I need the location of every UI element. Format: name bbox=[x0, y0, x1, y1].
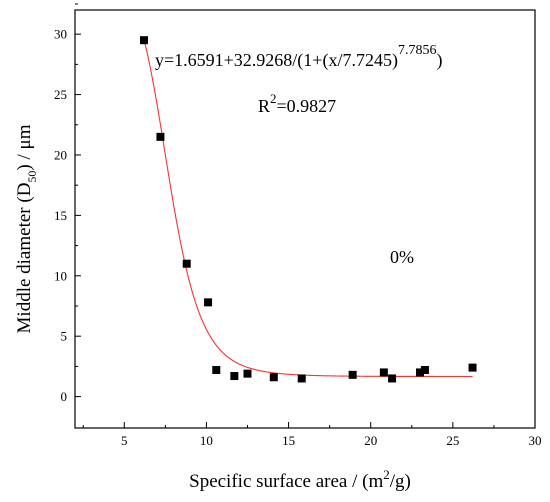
data-point bbox=[182, 259, 191, 268]
data-point bbox=[388, 374, 397, 383]
x-tick-label: 25 bbox=[446, 433, 459, 448]
y-axis-title-sub: 50 bbox=[25, 171, 39, 183]
x-tick-label: 30 bbox=[529, 433, 542, 448]
data-point bbox=[348, 370, 357, 379]
data-point bbox=[297, 374, 306, 383]
data-point bbox=[230, 372, 239, 381]
y-axis-title-tail: ) / μm bbox=[14, 124, 35, 170]
y-axis-ticks: 0 5 10 15 20 25 30 bbox=[54, 3, 81, 404]
plot-frame bbox=[74, 9, 536, 429]
r-squared-prefix: R bbox=[258, 96, 270, 116]
condition-label: 0% bbox=[390, 247, 414, 267]
fit-equation-tail: ) bbox=[436, 50, 442, 71]
fit-equation: y=1.6591+32.9268/(1+(x/7.7245)7.7856) bbox=[155, 43, 442, 71]
data-point bbox=[204, 298, 213, 307]
data-point bbox=[140, 36, 148, 45]
y-tick-label: 10 bbox=[54, 268, 67, 283]
y-tick-label: 5 bbox=[61, 329, 68, 344]
data-point bbox=[379, 368, 388, 377]
data-point bbox=[243, 369, 252, 378]
y-axis-title: Middle diameter (D50) / μm bbox=[14, 124, 39, 333]
fit-equation-exponent: 7.7856 bbox=[398, 43, 437, 58]
data-point bbox=[156, 132, 165, 141]
fit-curve bbox=[143, 39, 473, 378]
x-tick-label: 5 bbox=[121, 433, 128, 448]
data-point bbox=[420, 366, 429, 375]
r-squared: R2=0.9827 bbox=[258, 91, 336, 116]
x-axis-title-main: Specific surface area / (m bbox=[189, 471, 383, 492]
y-tick-label: 30 bbox=[54, 27, 67, 42]
data-point bbox=[468, 363, 477, 372]
fit-equation-main: y=1.6591+32.9268/(1+(x/7.7245) bbox=[155, 50, 398, 71]
x-axis-ticks: 5 10 15 20 25 30 bbox=[82, 422, 542, 448]
x-axis-title: Specific surface area / (m2/g) bbox=[189, 467, 411, 492]
y-tick-label: 20 bbox=[54, 147, 67, 162]
x-axis-title-tail: /g) bbox=[390, 471, 411, 492]
data-point bbox=[269, 373, 278, 382]
data-points bbox=[140, 36, 477, 383]
r-squared-value: =0.9827 bbox=[277, 96, 337, 116]
x-tick-label: 15 bbox=[282, 433, 295, 448]
x-tick-label: 20 bbox=[364, 433, 377, 448]
data-point bbox=[212, 366, 221, 375]
data-point bbox=[416, 368, 424, 377]
y-tick-label: 15 bbox=[54, 208, 67, 223]
x-tick-label: 10 bbox=[200, 433, 213, 448]
y-tick-label: 25 bbox=[54, 87, 67, 102]
y-tick-label: 0 bbox=[61, 389, 68, 404]
r-squared-sup: 2 bbox=[270, 91, 277, 106]
y-axis-title-main: Middle diameter (D bbox=[14, 183, 35, 334]
x-axis-title-sup: 2 bbox=[383, 467, 390, 482]
